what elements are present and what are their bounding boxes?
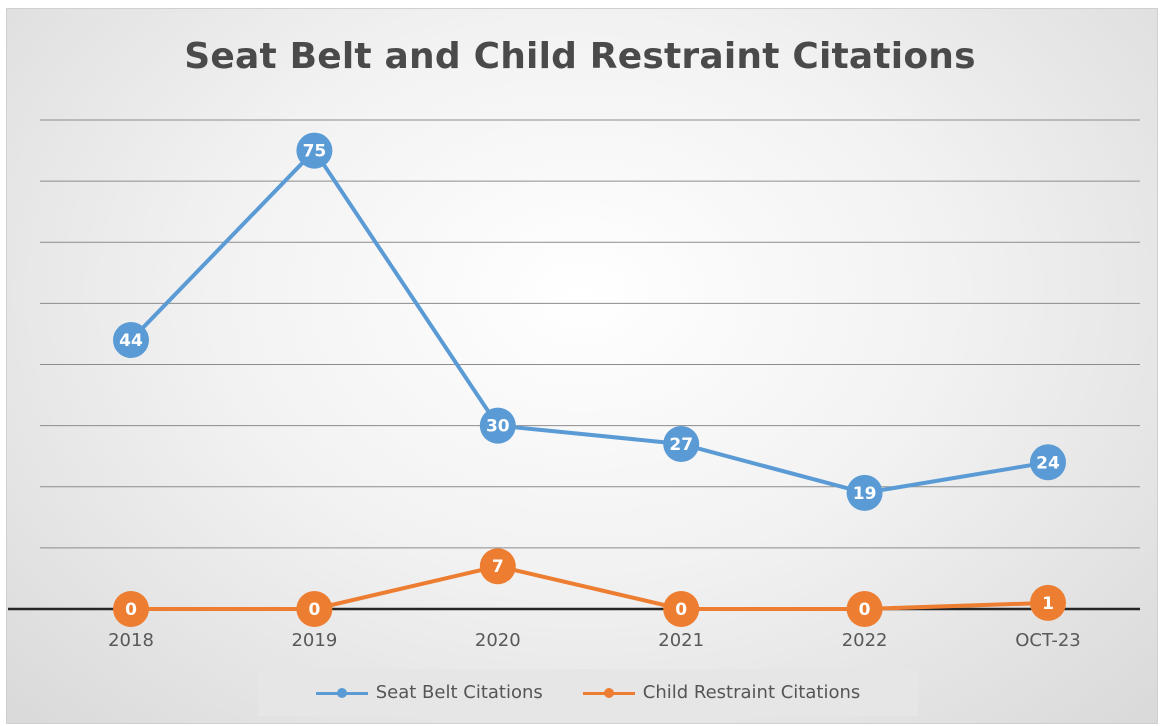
data-point-marker (1030, 584, 1066, 621)
data-label: 27 (669, 435, 693, 455)
data-point-marker (296, 591, 333, 627)
data-point: 19 (846, 474, 883, 511)
legend: Seat Belt Citations Child Restraint Cita… (258, 669, 918, 716)
data-label: 0 (308, 600, 320, 620)
data-point: 0 (846, 591, 883, 627)
data-label: 0 (859, 600, 871, 620)
data-point: 0 (663, 591, 700, 627)
data-point: 75 (296, 132, 333, 169)
series-line (131, 564, 1049, 611)
legend-label-seat-belt: Seat Belt Citations (375, 682, 543, 703)
x-tick-label: 2019 (291, 630, 337, 651)
data-point-marker (479, 548, 516, 585)
data-point-marker (663, 425, 700, 462)
data-point-marker (479, 407, 516, 444)
data-point: 0 (296, 591, 333, 627)
x-tick-label: 2021 (658, 630, 704, 651)
data-label: 0 (125, 600, 137, 620)
data-label: 24 (1036, 453, 1060, 473)
chart-title: Seat Belt and Child Restraint Citations (184, 36, 976, 77)
x-tick-label: 2022 (842, 630, 888, 651)
data-point: 27 (663, 425, 700, 462)
legend-swatch-child-restraint (582, 683, 635, 703)
data-point: 44 (113, 322, 149, 359)
legend-label-child-restraint: Child Restraint Citations (642, 682, 861, 703)
legend-item-seat-belt: Seat Belt Citations (315, 682, 543, 703)
data-point-marker (1030, 444, 1066, 481)
data-label: 44 (119, 331, 143, 351)
data-point-marker (846, 591, 883, 627)
data-label: 30 (486, 417, 510, 437)
data-point-marker (113, 591, 149, 627)
data-label: 19 (853, 484, 877, 504)
data-point: 1 (1030, 584, 1066, 621)
x-tick-label: 2020 (475, 630, 521, 651)
data-point: 30 (479, 407, 516, 444)
x-tick-label: OCT-23 (1015, 630, 1080, 651)
data-point: 24 (1030, 444, 1066, 481)
legend-item-child-restraint: Child Restraint Citations (582, 682, 861, 703)
data-label: 75 (303, 142, 327, 162)
data-point-marker (113, 322, 149, 359)
data-label: 0 (675, 600, 687, 620)
data-point: 7 (479, 548, 516, 585)
data-label: 1 (1042, 594, 1054, 614)
data-point-marker (846, 474, 883, 511)
data-point-marker (296, 132, 333, 169)
data-point-marker (663, 591, 700, 627)
legend-swatch-seat-belt (315, 683, 368, 703)
series-line (129, 148, 1049, 495)
data-point: 0 (113, 591, 149, 627)
data-label: 7 (492, 557, 504, 577)
x-tick-label: 2018 (108, 630, 154, 651)
